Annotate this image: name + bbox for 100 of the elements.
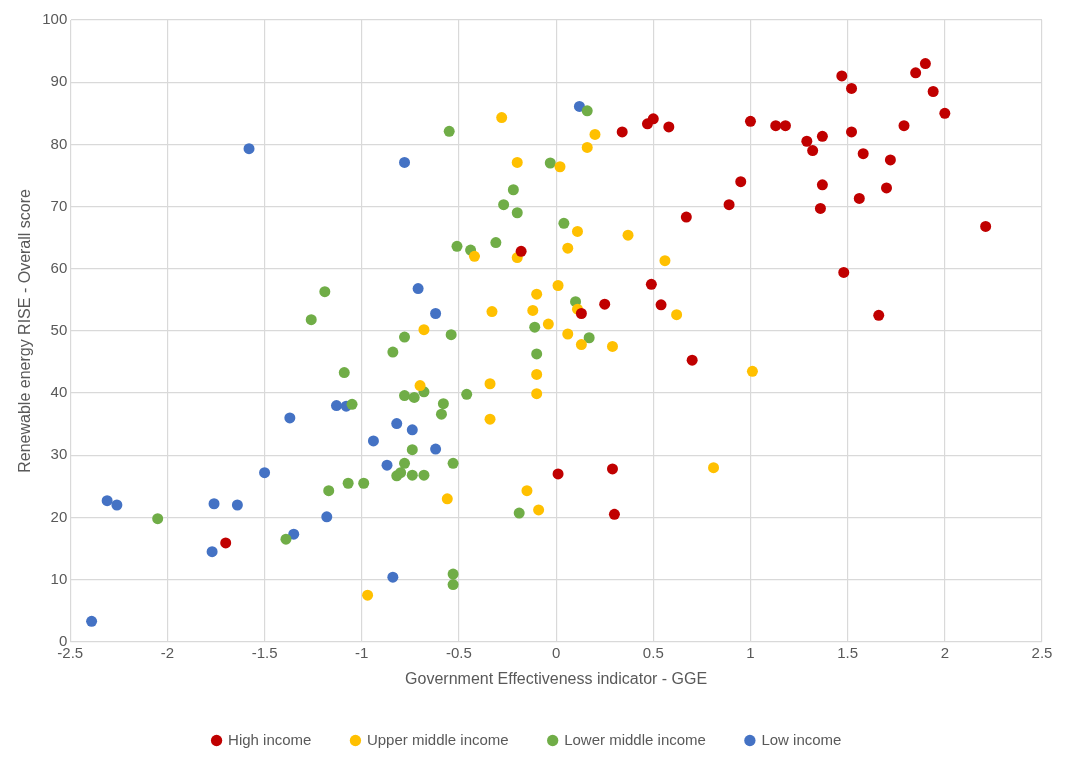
x-tick-label: -1 [355,643,369,661]
point [873,309,885,321]
point [513,507,525,519]
y-tick-label: 50 [50,321,68,339]
x-tick-label: -0.5 [446,643,472,661]
x-tick-label: 0 [551,643,561,661]
point [744,115,756,127]
x-tick-label: -2 [160,643,175,661]
point [554,161,566,173]
point [498,199,510,211]
y-tick-label: 10 [50,569,68,587]
point [589,128,601,140]
point [531,288,543,300]
point [152,513,164,525]
point [338,367,350,379]
point [558,217,570,229]
point [321,511,333,523]
point [857,148,869,160]
point [412,283,424,295]
point [927,86,939,98]
point [399,156,411,168]
point [208,498,220,510]
point [816,179,828,191]
x-tick-label: 2.5 [1031,643,1053,661]
point [544,157,556,169]
point [575,307,587,319]
point [243,143,255,155]
legend-label: Low income [761,730,842,748]
point [220,537,232,549]
point [496,112,508,124]
point [655,299,667,311]
y-tick-label: 60 [50,258,68,276]
legend-label: Lower middle income [564,730,706,748]
point [910,67,922,79]
point [521,485,533,497]
point [418,324,430,336]
point [430,443,442,455]
point [608,508,620,520]
point [468,250,480,262]
point [533,504,545,516]
x-tick-label: 1 [746,643,755,661]
point [319,286,331,298]
point [280,533,292,545]
point [881,182,893,194]
point [552,280,564,292]
point [853,192,865,204]
point [447,568,459,580]
point [542,318,554,330]
point [511,207,523,219]
point [358,477,370,489]
point [919,58,931,70]
x-tick-label: 0.5 [642,643,664,661]
x-tick-label: 2 [940,643,949,661]
point [399,331,411,343]
point [663,121,675,133]
legend-label: High income [228,730,312,748]
point [231,499,243,511]
point [884,154,896,166]
point [259,467,271,479]
point [571,225,583,237]
point [484,413,496,425]
point [408,391,420,403]
point [671,309,683,321]
point [801,135,813,147]
point [435,408,447,420]
point [391,418,403,430]
point [86,615,98,627]
point [575,339,587,351]
point [529,321,541,333]
point [387,571,399,583]
point [708,462,720,474]
point [406,444,418,456]
point [399,390,411,402]
point [101,495,113,507]
point [573,100,585,112]
point [816,130,828,142]
x-tick-label: -1.5 [251,643,278,661]
point [531,368,543,380]
y-tick-label: 20 [50,507,68,525]
point [511,156,523,168]
x-axis-title: Government Effectiveness indicator - GGE [405,669,708,687]
point [562,328,574,340]
point [531,388,543,400]
point [836,70,848,82]
point [362,589,374,601]
point [898,120,910,132]
point [507,184,519,196]
point [206,546,218,558]
point [284,412,296,424]
y-tick-label: 90 [50,72,68,90]
point [461,388,473,400]
point [846,82,858,94]
point [680,211,692,223]
point [447,457,459,469]
point [606,340,618,352]
x-tick-label: 1.5 [837,643,859,661]
point [659,255,671,267]
point [406,469,418,481]
point [515,245,527,257]
point [323,485,335,497]
